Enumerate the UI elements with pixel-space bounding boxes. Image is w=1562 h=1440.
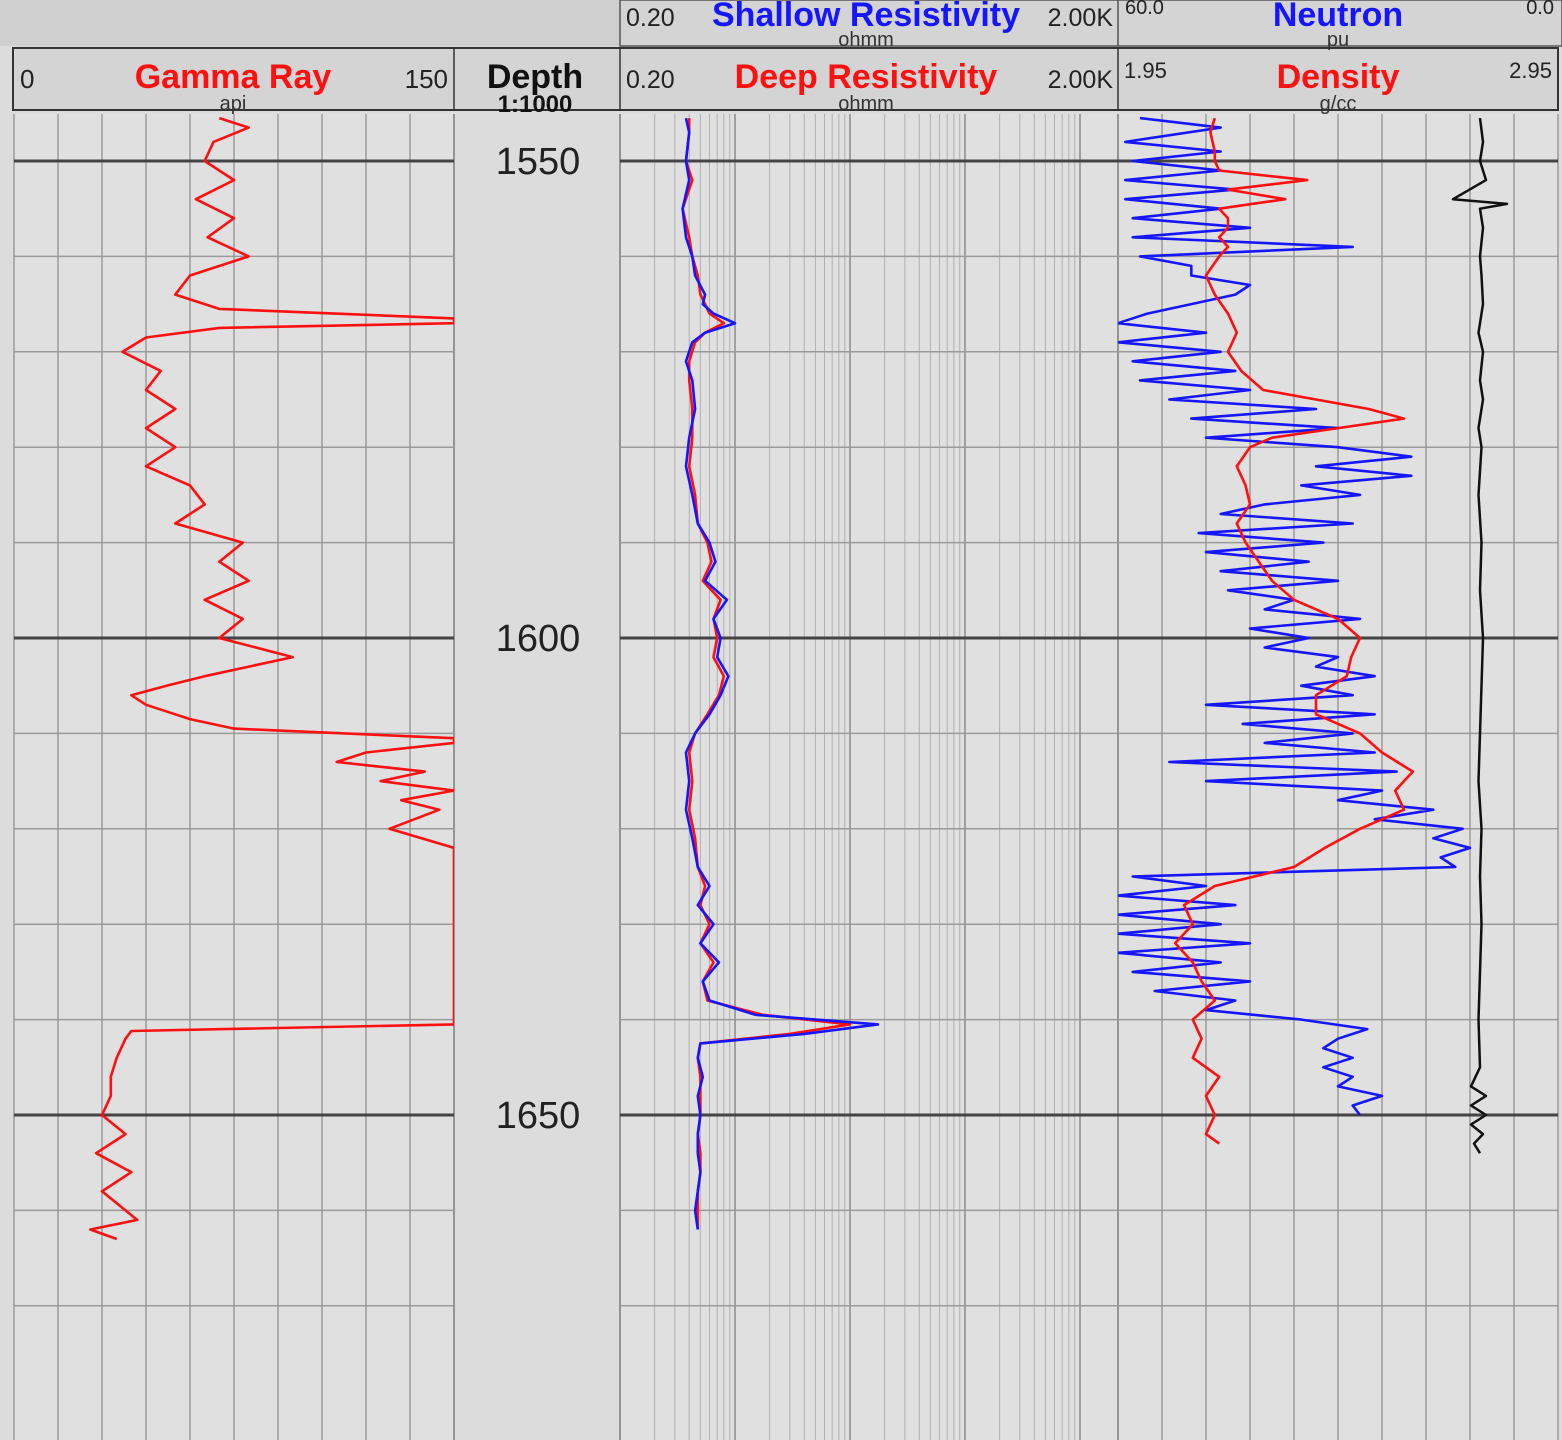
depth-name-label: Depth [487,58,583,96]
deep-unit-label: ohmm [838,93,894,115]
neutron-name-label: Neutron [1273,0,1403,34]
neutron-unit-label: pu [1327,29,1349,51]
shallow-min-label: 0.20 [626,4,675,32]
density-name-label: Density [1277,58,1400,96]
gamma-unit-label: api [220,93,247,115]
neutron-min-label: 60.0 [1125,0,1164,19]
gamma-min-label: 0 [20,64,34,94]
log-header: 0 Gamma Ray 150 api Depth 1:1000 0.20 Sh… [0,0,1562,118]
depth-track-bg [454,114,620,1440]
density-curve [1173,117,1415,1145]
density-max-label: 2.95 [1509,58,1552,83]
log-grid [13,114,1559,1440]
deep-max-label: 2.00K [1048,66,1114,94]
shallow-curve [681,117,880,1230]
deep-min-label: 0.20 [626,66,675,94]
shallow-name-label: Shallow Resistivity [712,0,1020,34]
deep-name-label: Deep Resistivity [735,58,998,96]
shallow-unit-label: ohmm [838,29,894,51]
gamma-max-label: 150 [405,64,448,94]
depth-labels: 1550 1600 1650 [496,141,581,1137]
neutron-curve [1118,116,1472,1116]
resistivity-track-bg [620,114,1118,1440]
neutron-max-label: 0.0 [1526,0,1554,19]
shallow-max-label: 2.00K [1048,4,1114,32]
depth-tick-label: 1550 [496,141,581,183]
density-unit-label: g/cc [1320,93,1357,115]
wave-curve [1451,117,1509,1154]
depth-scale-label: 1:1000 [498,91,573,118]
gamma-curve [89,116,454,1241]
depth-tick-label: 1600 [496,618,581,660]
log-curves [89,116,1509,1241]
depth-tick-label: 1650 [496,1095,581,1137]
density-min-label: 1.95 [1124,58,1167,83]
gamma-name-label: Gamma Ray [135,58,332,96]
